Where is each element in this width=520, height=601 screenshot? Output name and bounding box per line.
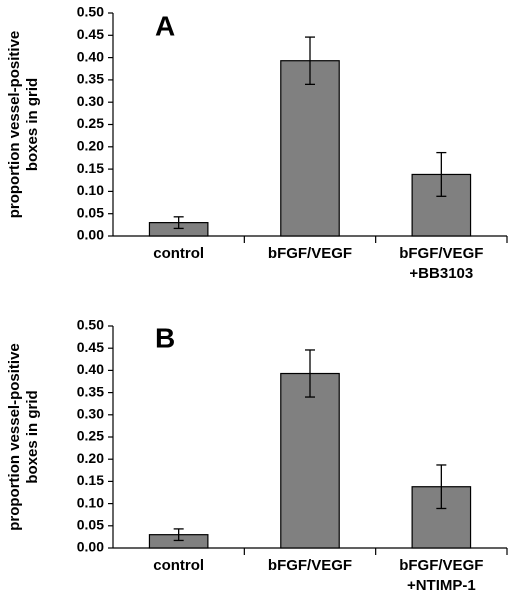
- y-tick-label: 0.00: [77, 227, 104, 243]
- category-label: +NTIMP-1: [407, 577, 476, 594]
- category-label: bFGF/VEGF: [399, 245, 483, 262]
- y-tick-label: 0.50: [77, 317, 104, 333]
- y-tick-label: 0.40: [77, 361, 104, 377]
- panel-letter: A: [155, 10, 175, 41]
- y-tick-label: 0.35: [77, 71, 104, 87]
- y-tick-label: 0.45: [77, 26, 104, 42]
- category-label: control: [153, 557, 204, 574]
- panel-a: A 0.00 0.05 0.10 0.15 0.20 0.25 0.30 0.35 0.40 0.4…: [6, 4, 508, 282]
- y-tick-label: 0.15: [77, 160, 104, 176]
- y-tick-label: 0.50: [77, 4, 104, 20]
- y-tick-label: 0.35: [77, 383, 104, 399]
- category-label: control: [153, 245, 204, 262]
- category-label: bFGF/VEGF: [268, 245, 352, 262]
- y-tick-label: 0.45: [77, 339, 104, 355]
- y-tick-label: 0.05: [77, 517, 104, 533]
- bar: [280, 372, 340, 549]
- panel-letter: B: [155, 322, 175, 353]
- y-tick-label: 0.15: [77, 472, 104, 488]
- y-tick-label: 0.20: [77, 450, 104, 466]
- category-label: +BB3103: [409, 265, 473, 282]
- y-axis-title: boxes in grid: [24, 78, 41, 171]
- y-tick-label: 0.10: [77, 494, 104, 510]
- y-axis-title: proportion vessel-positive: [6, 343, 23, 531]
- panel-b: B 0.00 0.05 0.10 0.15 0.20 0.25 0.30 0.35 0.40 0.4…: [6, 317, 508, 594]
- y-tick-label: 0.30: [77, 406, 104, 422]
- y-axis-title: boxes in grid: [24, 390, 41, 483]
- y-tick-label: 0.40: [77, 48, 104, 64]
- y-tick-label: 0.00: [77, 539, 104, 555]
- category-label: bFGF/VEGF: [399, 557, 483, 574]
- y-tick-label: 0.30: [77, 93, 104, 109]
- y-tick-label: 0.10: [77, 182, 104, 198]
- y-axis-title: proportion vessel-positive: [6, 31, 23, 219]
- y-tick-label: 0.25: [77, 428, 104, 444]
- y-tick-label: 0.05: [77, 204, 104, 220]
- category-label: bFGF/VEGF: [268, 557, 352, 574]
- y-tick-label: 0.25: [77, 115, 104, 131]
- bar: [280, 60, 340, 237]
- y-tick-label: 0.20: [77, 138, 104, 154]
